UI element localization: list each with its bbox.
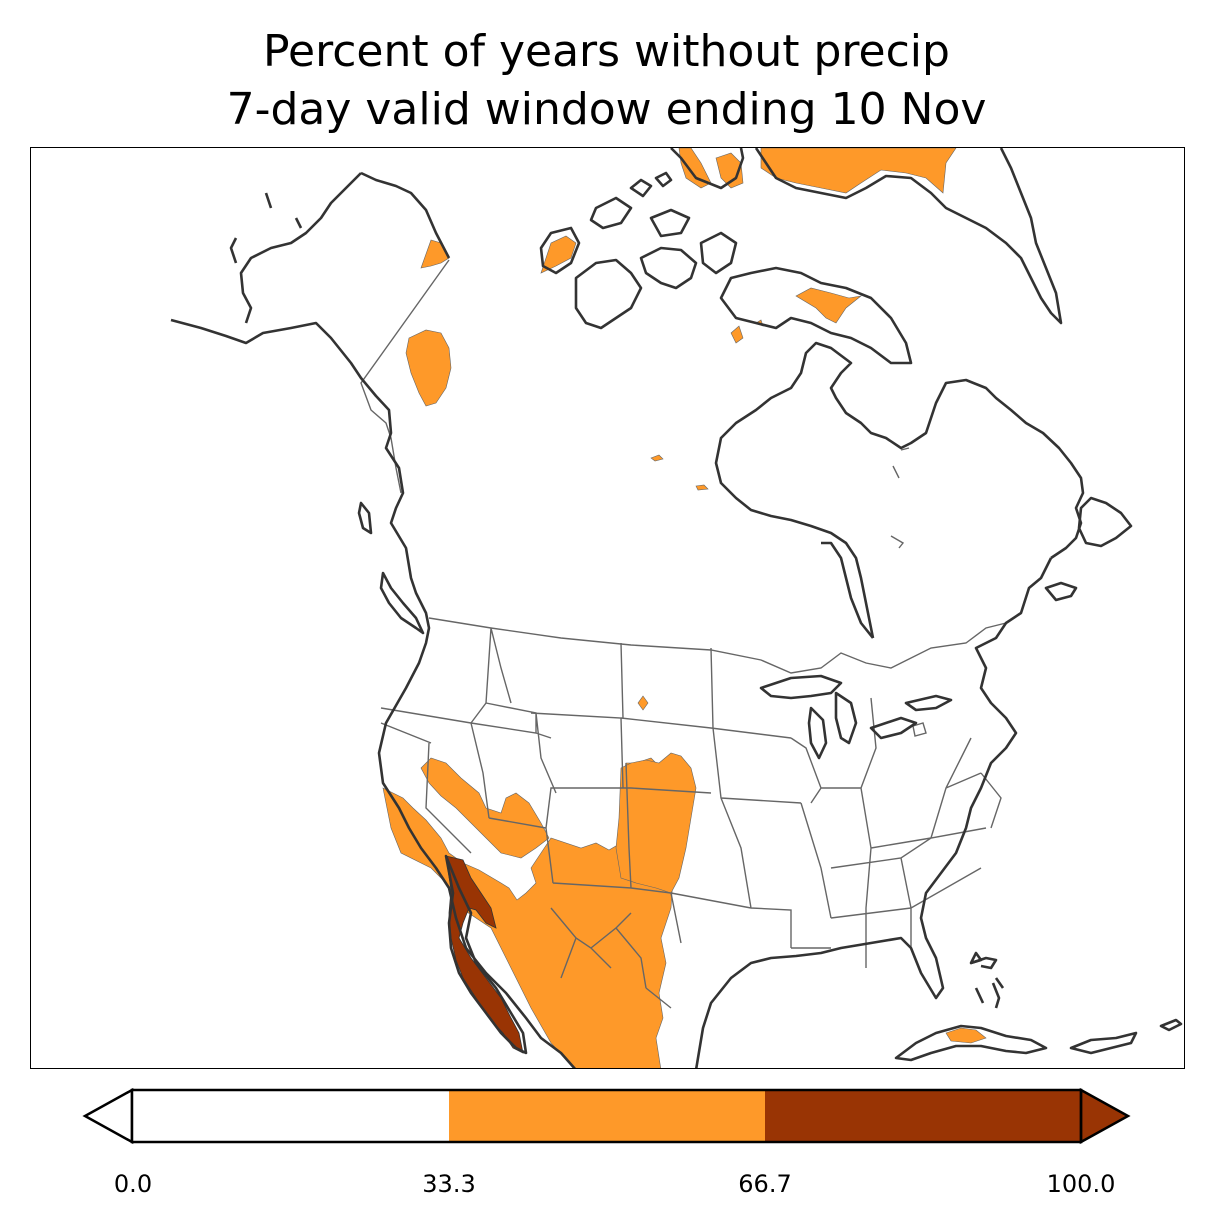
fill-baffin-small — [730, 325, 744, 344]
coastline-puerto-rico — [1159, 1018, 1183, 1032]
colorbar-segment-mid — [449, 1090, 765, 1142]
fill-baffin-island — [795, 287, 863, 324]
coastline-cuba — [894, 1024, 1048, 1062]
coastline-hudson-bay — [821, 541, 875, 639]
fill-canada-spot-2 — [695, 484, 709, 491]
fill-banks-island — [540, 235, 577, 274]
fill-canada-spot-1 — [650, 454, 664, 462]
coastline-bahamas — [969, 951, 1005, 1004]
colorbar-tick-2: 66.7 — [738, 1170, 792, 1198]
coastline-hispaniola — [1069, 1031, 1138, 1055]
state-lines-west — [380, 627, 1002, 968]
alaska-canada-border — [360, 259, 450, 494]
coastline-alaska-west — [229, 171, 451, 324]
colorbar — [82, 1087, 1131, 1145]
coastline-arctic-1 — [589, 196, 633, 230]
colorbar-tick-1: 33.3 — [422, 1170, 476, 1198]
coastline-baja — [444, 854, 528, 1055]
fill-great-basin — [420, 757, 550, 859]
coastline-arctic-6 — [699, 231, 738, 275]
coastline-arctic-8 — [629, 171, 673, 198]
canada-province-lines — [890, 447, 927, 737]
map-title-line-2: 7-day valid window ending 10 Nov — [226, 84, 987, 135]
coastlines — [170, 148, 1183, 1068]
coastline-vancouver-island — [379, 571, 425, 635]
coastline-haida-gwaii — [357, 501, 373, 535]
map-title-line-1: Percent of years without precip — [263, 26, 950, 77]
fill-south-dakota-spot — [637, 695, 649, 711]
coastline-greenland — [754, 148, 1063, 325]
coastline-arctic-2 — [649, 208, 691, 238]
coastline-arctic-3 — [539, 226, 581, 275]
north-america-map — [170, 148, 1183, 1068]
political-borders — [360, 259, 1007, 1009]
fill-yukon-region — [405, 329, 452, 407]
coastline-arctic-7 — [670, 148, 745, 190]
colorbar-segment-low — [132, 1090, 449, 1142]
mexico-state-lines — [550, 907, 672, 1009]
colorbar-tick-3: 100.0 — [1046, 1170, 1116, 1198]
coastline-arctic-4 — [574, 258, 643, 330]
coastline-arctic-5 — [639, 246, 698, 290]
coastline-florida-keys — [970, 956, 1001, 1009]
colorbar-extend-high — [1079, 1087, 1131, 1145]
coastline-newfoundland — [1077, 496, 1133, 548]
fill-north-slope — [420, 239, 450, 269]
coastline-gulf — [695, 557, 1053, 1068]
coastline-baffin — [719, 266, 913, 365]
coastline-great-lakes — [759, 674, 953, 760]
us-canada-border — [428, 617, 1007, 674]
colorbar-segment-high — [765, 1090, 1081, 1142]
fill-ellesmere-region — [678, 148, 712, 189]
colorbar-extend-low — [82, 1087, 134, 1145]
colorbar-tick-0: 0.0 — [113, 1170, 153, 1198]
map-panel — [30, 147, 1185, 1069]
coastline-pacific — [170, 318, 576, 1068]
colorbar-outline — [130, 1088, 1083, 1144]
coastline-nova-scotia — [1044, 581, 1078, 602]
coastline-labrador — [714, 341, 1085, 639]
fill-cuba — [945, 1027, 987, 1044]
fill-layer-33-67 — [382, 148, 987, 1068]
